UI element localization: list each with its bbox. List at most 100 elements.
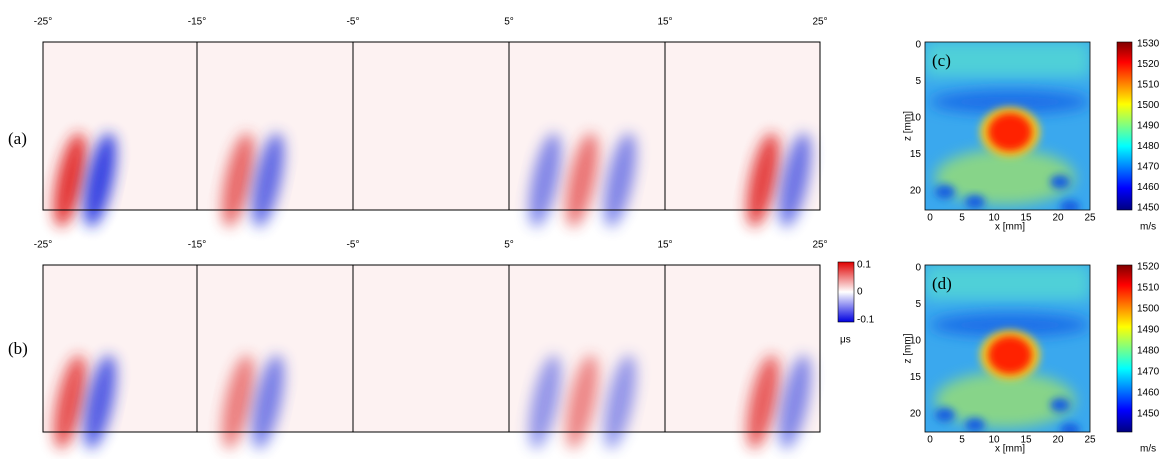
colorbar-tick-label: 1520 — [1137, 59, 1160, 70]
map-inclusion — [988, 336, 1032, 374]
difference-blob — [53, 132, 87, 228]
colorbar-tick-label: 1450 — [1137, 409, 1160, 420]
map-patch — [1050, 175, 1070, 189]
angle-label: -5° — [347, 17, 360, 28]
x-tick-label: 0 — [927, 435, 933, 446]
x-tick-label: 0 — [927, 213, 933, 224]
colorbar-tick-label: 1490 — [1137, 325, 1160, 336]
map-patch — [1060, 423, 1080, 432]
z-tick-label: 15 — [910, 372, 922, 383]
z-tick-label: 20 — [910, 409, 922, 420]
speed-map — [925, 265, 1090, 432]
colorbar — [837, 261, 855, 323]
map-frame — [924, 41, 1091, 211]
x-tick-label: 25 — [1084, 213, 1096, 224]
angle-label: -15° — [188, 17, 206, 28]
difference-blob — [251, 354, 285, 450]
colorbar-tick-label: 1460 — [1137, 182, 1160, 193]
difference-blob — [221, 132, 255, 228]
colorbar — [1116, 41, 1133, 211]
x-tick-label: 20 — [1052, 213, 1064, 224]
map-region — [935, 372, 1075, 428]
colorbar-tick-label: 1510 — [1137, 283, 1160, 294]
colorbar-tick-label: 1460 — [1137, 388, 1160, 399]
colorbar-tick-label: 1520 — [1137, 262, 1160, 273]
map-frame — [924, 264, 1091, 433]
angle-label: 15° — [657, 240, 672, 251]
map-band — [930, 313, 1090, 337]
map-patch — [935, 185, 955, 199]
z-axis-label: z [mm] — [903, 333, 914, 363]
map-band — [930, 90, 1090, 114]
x-tick-label: 15 — [1020, 435, 1032, 446]
panel-frame — [664, 41, 821, 211]
map-inclusion — [988, 113, 1032, 151]
speed-map — [925, 42, 1090, 210]
difference-blob — [603, 132, 637, 228]
colorbar-tick-label: 1470 — [1137, 367, 1160, 378]
difference-blob — [565, 132, 599, 228]
difference-panel — [353, 42, 509, 210]
colorbar-tick-label: 0.1 — [857, 260, 871, 271]
angle-label: -25° — [34, 240, 52, 251]
colorbar-unit: m/s — [1140, 222, 1156, 233]
difference-blob — [565, 354, 599, 450]
difference-blob — [221, 354, 255, 450]
map-patch — [965, 195, 985, 209]
x-tick-label: 5 — [959, 435, 965, 446]
z-tick-label: 5 — [915, 299, 921, 310]
angle-label: -5° — [347, 240, 360, 251]
difference-blob — [746, 354, 780, 450]
colorbar-tick-label: 1480 — [1137, 141, 1160, 152]
colorbar-unit: μs — [840, 335, 851, 346]
x-tick-label: 10 — [988, 435, 1000, 446]
colorbar-tick-label: 1490 — [1137, 121, 1160, 132]
z-tick-label: 0 — [915, 263, 921, 274]
colorbar-tick-label: 0 — [857, 287, 863, 298]
map-band — [925, 265, 1090, 300]
colorbar — [1116, 264, 1133, 433]
difference-blob — [53, 354, 87, 450]
colorbar-tick-label: 1470 — [1137, 162, 1160, 173]
difference-blob — [746, 132, 780, 228]
x-axis-label: x [mm] — [995, 444, 1025, 455]
panel-label: (d) — [932, 274, 952, 293]
map-patch — [935, 408, 955, 422]
z-tick-label: 10 — [910, 336, 922, 347]
map-patch — [1060, 200, 1080, 210]
colorbar-tick-label: 1530 — [1137, 39, 1160, 50]
colorbar-tick-label: 1500 — [1137, 100, 1160, 111]
panel-frame — [664, 264, 821, 433]
x-axis-label: x [mm] — [995, 222, 1025, 233]
difference-blob — [528, 132, 562, 228]
angle-label: -25° — [34, 17, 52, 28]
difference-blob — [528, 354, 562, 450]
z-tick-label: 5 — [915, 76, 921, 87]
colorbar-tick-label: -0.1 — [857, 315, 875, 326]
colorbar-tick-label: 1480 — [1137, 346, 1160, 357]
angle-label: 5° — [504, 17, 514, 28]
angle-label: -15° — [188, 240, 206, 251]
angle-label: 25° — [812, 240, 827, 251]
x-tick-label: 5 — [959, 213, 965, 224]
angle-label: 5° — [504, 240, 514, 251]
z-axis-label: z [mm] — [903, 111, 914, 141]
x-tick-label: 10 — [988, 213, 1000, 224]
z-tick-label: 15 — [910, 149, 922, 160]
angle-label: 25° — [812, 17, 827, 28]
map-patch — [965, 418, 985, 432]
x-tick-label: 25 — [1084, 435, 1096, 446]
colorbar-tick-label: 1510 — [1137, 80, 1160, 91]
angle-label: 15° — [657, 17, 672, 28]
colorbar-tick-label: 1500 — [1137, 304, 1160, 315]
difference-blob — [83, 132, 117, 228]
difference-panel — [353, 265, 509, 432]
z-tick-label: 10 — [910, 113, 922, 124]
z-tick-label: 20 — [910, 186, 922, 197]
map-band — [925, 42, 1090, 77]
map-patch — [1050, 398, 1070, 412]
difference-blob — [778, 354, 812, 450]
row-label: (b) — [8, 339, 28, 358]
difference-blob — [251, 132, 285, 228]
